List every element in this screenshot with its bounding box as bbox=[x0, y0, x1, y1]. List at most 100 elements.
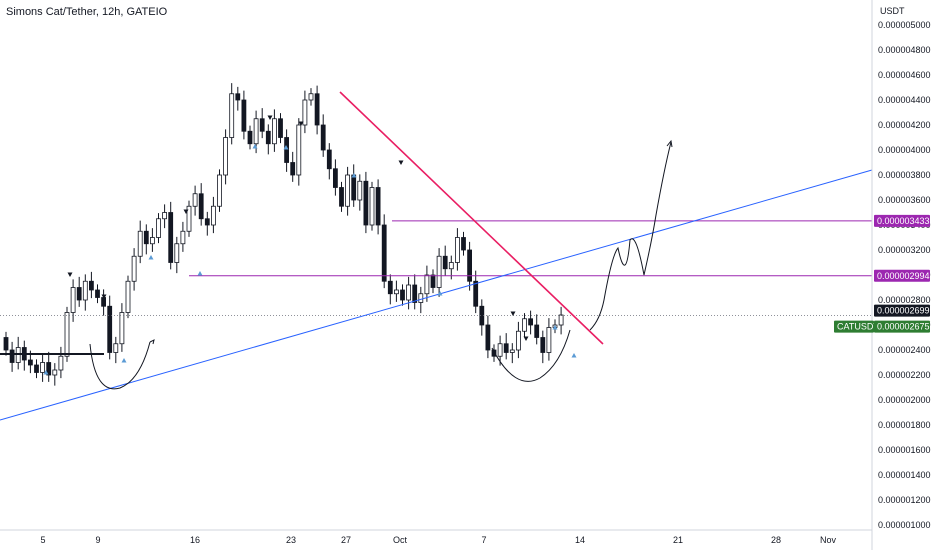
symbol-tag-bg bbox=[834, 320, 874, 333]
candle-body bbox=[198, 193, 204, 220]
buy-marker bbox=[571, 353, 577, 358]
candle bbox=[314, 85, 320, 135]
y-tick-label: 0.000004200 bbox=[878, 120, 931, 130]
candle bbox=[9, 341, 15, 372]
candle bbox=[241, 90, 247, 140]
candle-body bbox=[375, 187, 381, 226]
candle bbox=[375, 179, 381, 235]
candle-body bbox=[82, 280, 88, 301]
candle-body bbox=[76, 287, 82, 301]
candle bbox=[180, 221, 186, 252]
candle-body bbox=[162, 212, 168, 220]
price-tag-current-bg bbox=[874, 320, 930, 333]
candle-body bbox=[320, 124, 326, 151]
y-tick-label: 0.000003200 bbox=[878, 245, 931, 255]
candle-body bbox=[467, 249, 473, 282]
candle bbox=[326, 143, 332, 180]
candle-body bbox=[290, 162, 296, 176]
candle-body bbox=[52, 369, 58, 376]
candle-body bbox=[485, 324, 491, 351]
candle-body bbox=[9, 349, 15, 363]
candle bbox=[58, 346, 64, 379]
candle bbox=[119, 303, 125, 352]
candle-body bbox=[302, 99, 308, 126]
candle bbox=[131, 248, 137, 291]
candle bbox=[52, 363, 58, 386]
price-tag-current: 0.000002675 bbox=[874, 320, 930, 333]
candle-body bbox=[381, 224, 387, 282]
buy-marker bbox=[283, 145, 289, 150]
candle-body bbox=[558, 314, 564, 326]
candle bbox=[534, 314, 540, 345]
candle bbox=[156, 213, 161, 244]
candle bbox=[137, 220, 143, 264]
candle-body bbox=[27, 359, 33, 366]
candle-body bbox=[259, 118, 265, 132]
y-tick-label: 0.000001600 bbox=[878, 445, 931, 455]
candle-body bbox=[345, 174, 351, 207]
x-axis: 5 9 16 23 27 Oct 7 14 21 28 Nov bbox=[0, 529, 872, 545]
cup-path bbox=[491, 329, 571, 382]
candle bbox=[351, 164, 357, 207]
candle bbox=[320, 114, 326, 157]
price-tag-resistance-lower: 0.000002994 bbox=[874, 269, 930, 282]
candle bbox=[259, 108, 265, 139]
candle-body bbox=[497, 343, 503, 357]
y-tick-label: 0.000001400 bbox=[878, 470, 931, 480]
arrow-head bbox=[149, 339, 155, 345]
candle-body bbox=[40, 362, 45, 373]
x-tick-label: 23 bbox=[286, 535, 296, 545]
candle bbox=[461, 231, 466, 256]
candle bbox=[540, 330, 546, 364]
candle-body bbox=[296, 124, 302, 176]
candle bbox=[436, 248, 442, 297]
price-tag-resistance-upper: 0.000003433 bbox=[874, 214, 930, 227]
candle-body bbox=[369, 187, 375, 226]
y-tick-label: 0.000001800 bbox=[878, 420, 931, 430]
candle bbox=[229, 83, 235, 145]
candle-body bbox=[393, 289, 399, 295]
buy-marker bbox=[252, 144, 258, 149]
chart-title: Simons Cat/Tether, 12h, GATEIO bbox=[6, 6, 168, 18]
candle-body bbox=[174, 243, 180, 263]
candle-body bbox=[180, 230, 186, 245]
candle-body bbox=[430, 274, 436, 288]
rising-trendline bbox=[0, 169, 873, 421]
price-tags: 0.000003433 0.000002994 0.000002699 CATUSDT… bbox=[834, 214, 930, 333]
candle bbox=[400, 284, 405, 306]
candle-body bbox=[332, 168, 338, 188]
candle-body bbox=[95, 289, 100, 298]
candle bbox=[503, 333, 509, 360]
candle bbox=[491, 344, 497, 362]
y-tick-label: 0.000003600 bbox=[878, 195, 931, 205]
y-tick-label: 0.000002000 bbox=[878, 395, 931, 405]
candle-body bbox=[540, 337, 546, 353]
candle bbox=[34, 359, 39, 379]
candle-body bbox=[406, 284, 412, 301]
candle-body bbox=[3, 337, 9, 351]
candle-body bbox=[418, 293, 424, 303]
buy-marker bbox=[43, 370, 49, 375]
x-tick-label: Nov bbox=[820, 535, 837, 545]
candle-body bbox=[357, 180, 363, 201]
candle-body bbox=[424, 274, 430, 295]
candle bbox=[308, 88, 314, 106]
candle bbox=[82, 274, 88, 311]
candle bbox=[70, 279, 76, 322]
sell-marker bbox=[267, 115, 273, 120]
candle bbox=[522, 313, 527, 337]
arc-path bbox=[89, 341, 151, 390]
x-tick-label: 16 bbox=[190, 535, 200, 545]
candle bbox=[192, 185, 198, 216]
candle-body bbox=[308, 93, 314, 101]
candle bbox=[497, 335, 503, 366]
candle-body bbox=[34, 364, 39, 373]
candle-body bbox=[314, 93, 320, 126]
candle-body bbox=[454, 237, 460, 263]
buy-marker bbox=[121, 358, 127, 363]
buy-marker bbox=[552, 325, 558, 330]
buy-marker bbox=[437, 291, 443, 296]
candle-body bbox=[278, 118, 283, 138]
candle-body bbox=[461, 237, 466, 251]
candle-body bbox=[326, 149, 332, 170]
